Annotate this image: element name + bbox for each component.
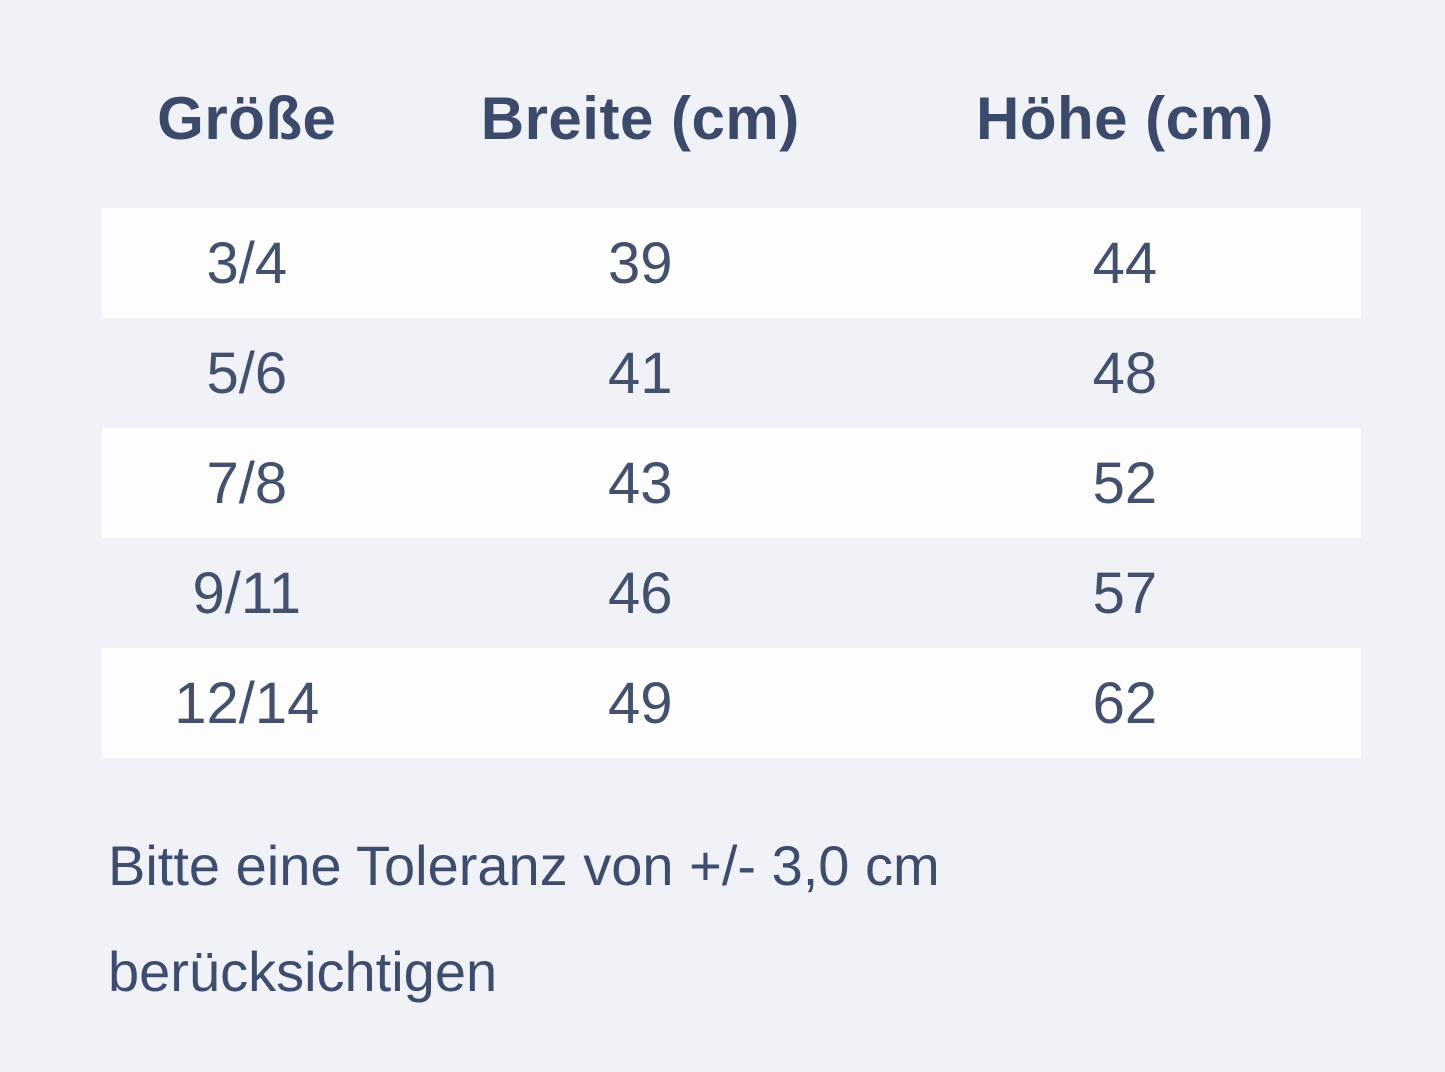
cell-height: 57 <box>1092 560 1158 626</box>
column-header-height: Höhe (cm) <box>975 84 1274 152</box>
cell-size: 3/4 <box>206 230 288 296</box>
cell-width: 49 <box>607 670 673 736</box>
cell-width: 39 <box>607 230 673 296</box>
cell-width: 41 <box>607 340 673 406</box>
table-row: 9/11 46 57 <box>102 538 1361 648</box>
cell-size: 9/11 <box>192 560 302 626</box>
cell-height: 44 <box>1092 230 1158 296</box>
cell-size: 5/6 <box>206 340 288 406</box>
size-chart: Größe Breite (cm) Höhe (cm) 3/4 39 44 5/… <box>102 0 1361 758</box>
tolerance-note: Bitte eine Toleranz von +/- 3,0 cm berüc… <box>108 834 940 1003</box>
column-header-width: Breite (cm) <box>480 84 800 152</box>
cell-width: 46 <box>607 560 673 626</box>
cell-height: 62 <box>1092 670 1158 736</box>
column-header-size: Größe <box>157 84 337 152</box>
table-row: 7/8 43 52 <box>102 428 1361 538</box>
cell-height: 48 <box>1092 340 1158 406</box>
cell-height: 52 <box>1092 450 1158 516</box>
cell-size: 7/8 <box>206 450 288 516</box>
table-row: 3/4 39 44 <box>102 208 1361 318</box>
table-row: 12/14 49 62 <box>102 648 1361 758</box>
cell-size: 12/14 <box>174 670 320 736</box>
table-row: 5/6 41 48 <box>102 318 1361 428</box>
size-chart-header-row: Größe Breite (cm) Höhe (cm) <box>102 63 1361 173</box>
cell-width: 43 <box>607 450 673 516</box>
